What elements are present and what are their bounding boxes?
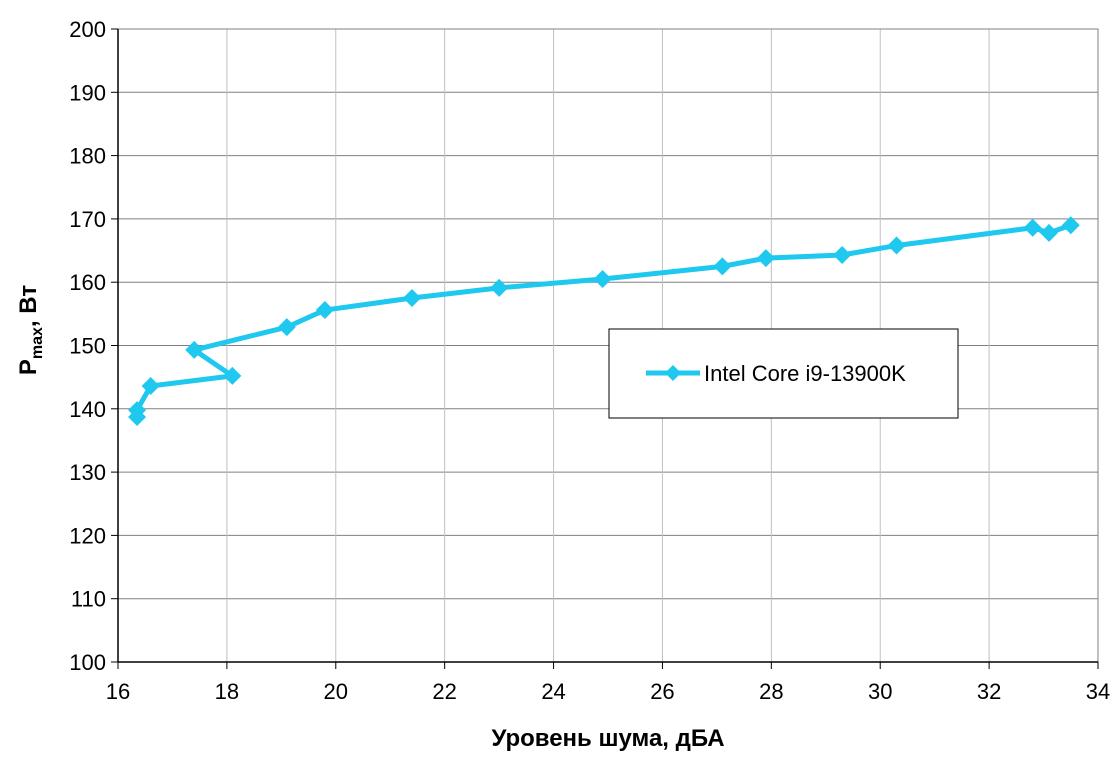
y-axis-title: Pmax, Вт — [15, 285, 46, 375]
x-tick-label: 24 — [541, 679, 565, 704]
data-point-marker — [128, 401, 147, 420]
data-point-marker — [833, 245, 852, 264]
series-layer — [128, 216, 1080, 427]
y-tick-label: 120 — [69, 523, 106, 548]
y-tick-label: 160 — [69, 270, 106, 295]
legend: Intel Core i9-13900K — [608, 328, 959, 419]
x-tick-label: 26 — [650, 679, 674, 704]
axes — [111, 28, 1099, 669]
data-point-marker — [713, 257, 732, 276]
y-tick-label: 150 — [69, 334, 106, 359]
data-point-marker — [1061, 216, 1080, 235]
data-point-marker — [1040, 223, 1058, 242]
y-axis-title-rest: , Вт — [15, 285, 42, 327]
y-axis-title-sub: max — [29, 327, 46, 359]
data-point-marker — [403, 289, 421, 308]
data-point-marker — [887, 236, 906, 255]
y-tick-label: 100 — [69, 650, 106, 675]
y-tick-label: 140 — [69, 397, 106, 422]
x-tick-label: 16 — [106, 679, 130, 704]
data-point-marker — [490, 278, 509, 297]
y-axis-title-main: P — [15, 359, 42, 375]
data-point-marker — [315, 301, 334, 320]
legend-marker-sample — [665, 365, 681, 381]
data-point-marker — [756, 249, 775, 268]
data-point-marker — [277, 318, 296, 337]
y-tick-label: 200 — [69, 17, 106, 42]
legend-label: Intel Core i9-13900K — [704, 361, 906, 386]
x-tick-label: 34 — [1086, 679, 1110, 704]
x-tick-labels: 16 18 20 22 24 26 28 30 32 34 — [106, 679, 1110, 704]
data-point-marker — [185, 340, 204, 359]
x-tick-label: 22 — [432, 679, 456, 704]
x-axis-title: Уровень шума, дБА — [491, 725, 724, 752]
y-tick-label: 180 — [69, 144, 106, 169]
data-point-marker — [223, 366, 242, 385]
data-point-marker — [1023, 218, 1042, 237]
x-tick-label: 18 — [215, 679, 239, 704]
y-tick-label: 130 — [69, 460, 106, 485]
data-point-marker — [141, 377, 160, 396]
x-tick-label: 30 — [868, 679, 892, 704]
data-point-marker — [593, 270, 612, 289]
y-tick-label: 190 — [69, 80, 106, 105]
y-tick-label: 110 — [71, 587, 106, 612]
x-tick-label: 32 — [977, 679, 1001, 704]
x-tick-label: 20 — [324, 679, 348, 704]
y-tick-label: 170 — [69, 207, 106, 232]
x-tick-label: 28 — [759, 679, 783, 704]
y-tick-labels: 100 110 120 130 140 150 160 170 180 190 200 — [69, 17, 106, 675]
